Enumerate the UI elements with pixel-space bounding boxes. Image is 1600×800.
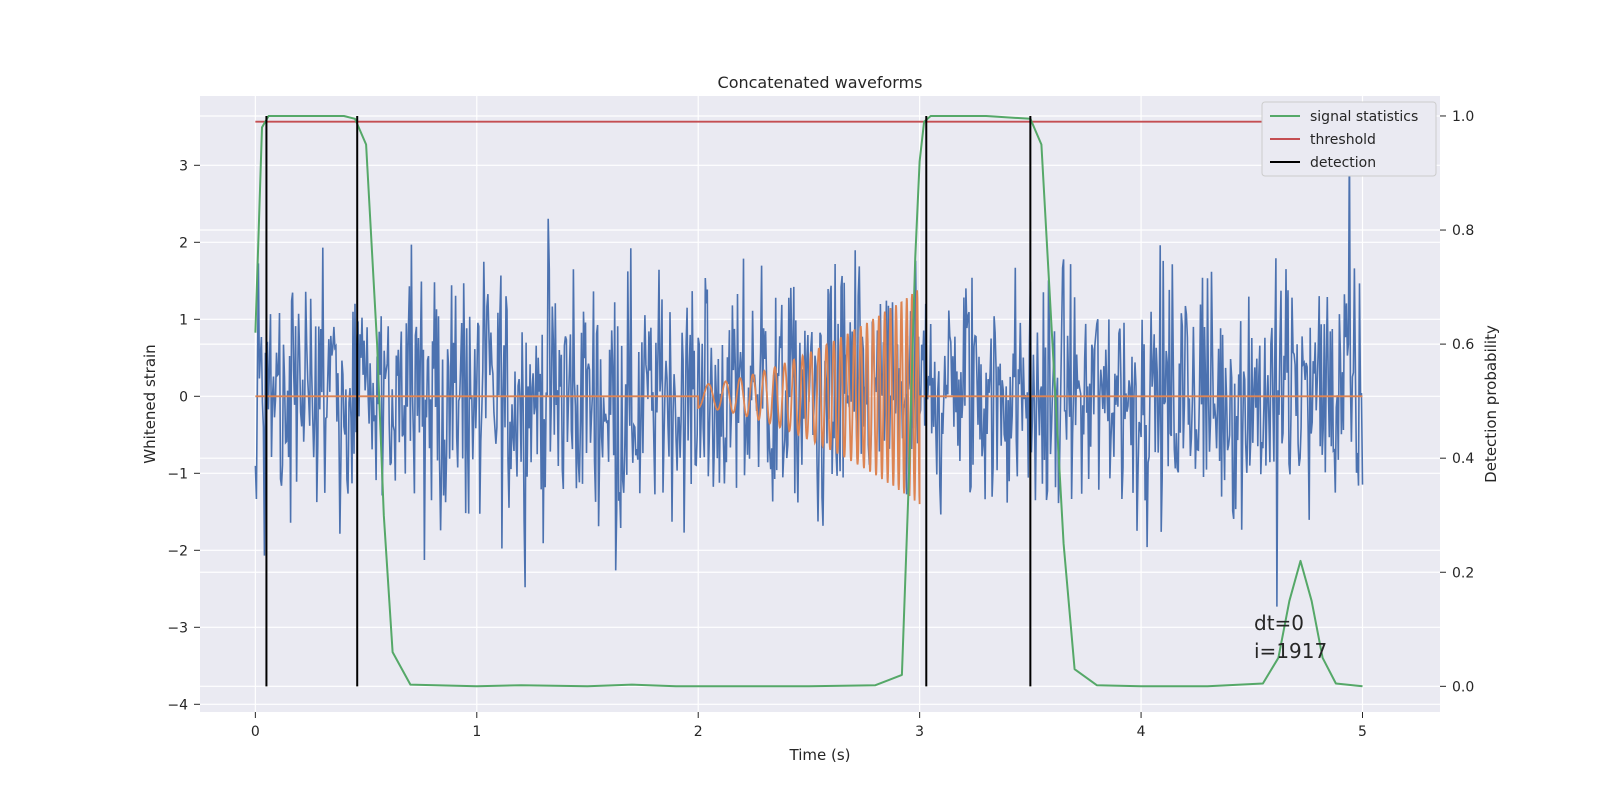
y2-tick-label: 0.8: [1452, 223, 1474, 239]
annotation-i: i=1917: [1254, 639, 1327, 663]
series-waveform: [255, 290, 1363, 505]
y-axis-label: Whitened strain: [141, 344, 159, 463]
chart-title: Concatenated waveforms: [718, 73, 923, 92]
legend-label-detection: detection: [1310, 155, 1376, 171]
y-tick-label: 0: [179, 389, 188, 405]
y-tick-label: −4: [167, 697, 188, 713]
x-tick-label: 4: [1137, 724, 1146, 740]
y-tick-label: 1: [179, 312, 188, 328]
y2-tick-label: 0.0: [1452, 679, 1474, 695]
series-signal-statistics: [254, 115, 1363, 688]
legend-label-threshold: threshold: [1310, 132, 1376, 148]
y-tick-label: −1: [167, 466, 188, 482]
x-tick-label: 3: [915, 724, 924, 740]
x-tick-label: 5: [1358, 724, 1367, 740]
y2-tick-label: 0.6: [1452, 337, 1474, 353]
y-tick-label: 2: [179, 235, 188, 251]
y-tick-label: −3: [167, 620, 188, 636]
y2-axis-label: Detection probability: [1482, 325, 1500, 483]
y-tick-label: −2: [167, 543, 188, 559]
y-tick-label: 3: [179, 158, 188, 174]
legend-box: [1261, 101, 1437, 177]
annotation-dt: dt=0: [1254, 611, 1304, 635]
x-axis-label: Time (s): [789, 746, 851, 764]
series-layer: [254, 115, 1364, 688]
ticks: 0 1 2 3 4 5 −4 −3 −2 −1 0 1 2 3 0.0 0.2 0.4 0.6 0.8 1.0: [167, 109, 1474, 740]
x-tick-label: 1: [472, 724, 481, 740]
y2-tick-label: 0.2: [1452, 565, 1474, 581]
y2-tick-label: 0.4: [1452, 451, 1474, 467]
x-tick-label: 2: [694, 724, 703, 740]
y2-tick-label: 1.0: [1452, 109, 1474, 125]
legend: signal statistics threshold detection: [1261, 101, 1437, 177]
legend-label-signal-statistics: signal statistics: [1310, 109, 1418, 125]
x-tick-label: 0: [251, 724, 260, 740]
